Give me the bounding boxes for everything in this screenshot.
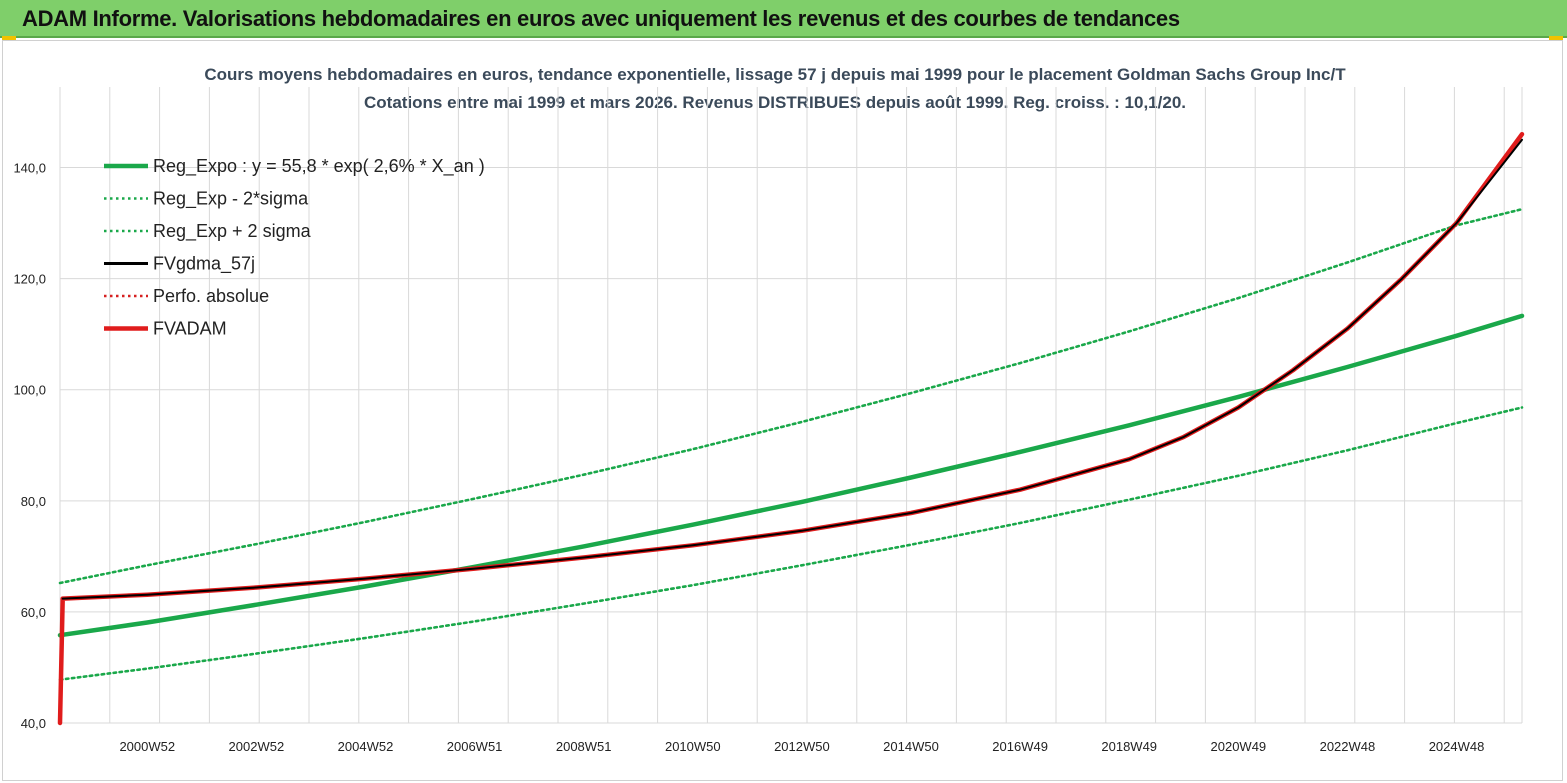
y-tick-label: 140,0 — [13, 161, 46, 176]
y-tick-label: 80,0 — [21, 494, 46, 509]
legend-label: FVgdma_57j — [153, 254, 255, 275]
y-tick-label: 60,0 — [21, 605, 46, 620]
grid — [59, 87, 1523, 724]
chart-subtitle: Cotations entre mai 1999 et mars 2026. R… — [364, 93, 1186, 112]
x-tick-label: 2012W50 — [774, 739, 830, 754]
x-tick-label: 2022W48 — [1320, 739, 1376, 754]
x-tick-label: 2024W48 — [1429, 739, 1485, 754]
x-tick-label: 2002W52 — [229, 739, 285, 754]
top-banner: ADAM Informe. Valorisations hebdomadaire… — [0, 0, 1567, 38]
x-tick-label: 2006W51 — [447, 739, 503, 754]
x-tick-label: 2000W52 — [119, 739, 175, 754]
chart-title: Cours moyens hebdomadaires en euros, ten… — [204, 65, 1346, 84]
series-line — [57, 313, 1525, 638]
x-tick-label: 2018W49 — [1101, 739, 1157, 754]
y-tick-label: 100,0 — [13, 383, 46, 398]
corner-mark-left — [2, 36, 16, 40]
legend-label: Reg_Expo : y = 55,8 * exp( 2,6% * X_an ) — [153, 156, 485, 177]
series-line — [58, 406, 1524, 681]
series-line — [61, 138, 1523, 600]
series-line — [58, 207, 1524, 585]
axes: 40,0 60,0 80,0 100,0 120,0 140,0 2000W52 2002W5… — [13, 161, 1484, 754]
x-tick-label: 2004W52 — [338, 739, 394, 754]
y-tick-label: 40,0 — [21, 716, 46, 731]
x-tick-label: 2010W50 — [665, 739, 721, 754]
legend-label: FVADAM — [153, 319, 227, 339]
x-tick-label: 2014W50 — [883, 739, 939, 754]
x-tick-label: 2016W49 — [992, 739, 1048, 754]
banner-title: ADAM Informe. Valorisations hebdomadaire… — [22, 6, 1180, 31]
legend-label: Reg_Exp - 2*sigma — [153, 189, 309, 210]
corner-mark-right — [1549, 36, 1563, 40]
y-tick-label: 120,0 — [13, 272, 46, 287]
x-tick-label: 2020W49 — [1211, 739, 1267, 754]
legend: Reg_Expo : y = 55,8 * exp( 2,6% * X_an )… — [104, 156, 485, 339]
chart-frame — [2, 40, 1563, 781]
legend-label: Perfo. absolue — [153, 286, 269, 306]
series-group — [57, 131, 1525, 726]
x-tick-label: 2008W51 — [556, 739, 612, 754]
legend-label: Reg_Exp + 2 sigma — [153, 221, 312, 242]
